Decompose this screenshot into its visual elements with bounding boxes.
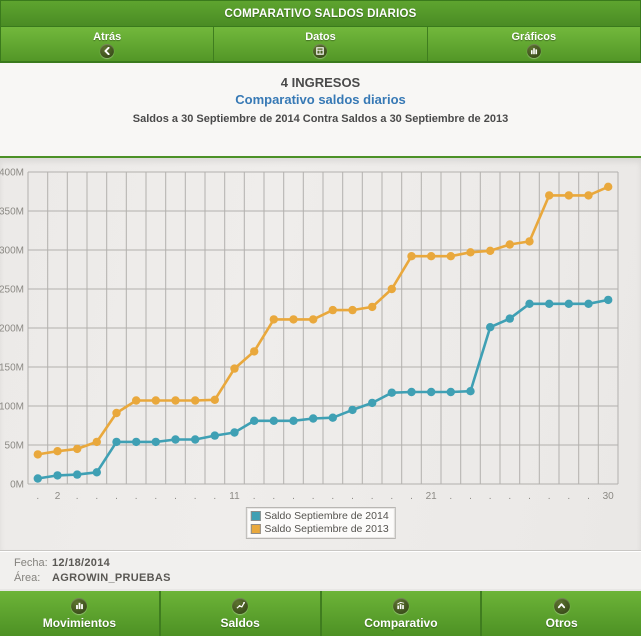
svg-text:.: . [76,491,79,502]
legend-swatch-2013 [250,524,261,534]
nav-item-comparativo[interactable]: Comparativo [319,591,481,636]
bar-chart-icon [71,597,88,614]
svg-text:.: . [469,491,472,502]
toolbar: Atrás Datos Gráficos [0,27,641,63]
svg-text:.: . [449,491,452,502]
svg-text:50M: 50M [5,441,24,452]
area-row: Área: AGROWIN_PRUEBAS [14,571,641,586]
chart-legend: Saldo Septiembre de 2014 Saldo Septiembr… [245,507,396,539]
svg-text:30: 30 [603,491,615,502]
svg-text:150M: 150M [0,363,24,374]
svg-text:.: . [351,491,354,502]
svg-text:.: . [194,491,197,502]
datos-button-label: Datos [305,30,336,43]
svg-text:400M: 400M [0,168,24,179]
nav-label-comparativo: Comparativo [364,615,438,630]
svg-text:250M: 250M [0,285,24,296]
svg-text:.: . [135,491,138,502]
svg-text:.: . [410,491,413,502]
legend-label-2014: Saldo Septiembre de 2014 [264,510,389,522]
svg-text:.: . [312,491,315,502]
svg-text:11: 11 [229,491,240,502]
comparativo-line-chart: 0M 50M 100M 150M 200M 250M 300M 350M 400M. 2.....… [0,168,619,502]
report-title: 4 INGRESOS [280,75,361,90]
svg-text:.: . [548,491,551,502]
svg-text:2: 2 [55,491,61,502]
svg-text:.: . [508,491,511,502]
titlebar: COMPARATIVO SALDOS DIARIOS [0,0,641,27]
chevron-left-icon [100,43,115,58]
legend-item-2013: Saldo Septiembre de 2013 [250,523,389,535]
svg-text:200M: 200M [0,324,24,335]
line-chart-icon [232,597,249,614]
chart-section: 0M 50M 100M 150M 200M 250M 300M 350M 400M. 2.....… [0,158,641,550]
fecha-row: Fecha: 12/18/2014 [14,556,641,571]
svg-text:.: . [371,491,374,502]
table-icon [313,43,328,58]
fecha-value: 12/18/2014 [52,557,111,569]
svg-text:.: . [331,491,334,502]
report-header: 4 INGRESOS Comparativo saldos diarios Sa… [0,63,641,158]
svg-text:.: . [213,491,216,502]
svg-text:100M: 100M [0,402,24,413]
graficos-button[interactable]: Gráficos [426,27,640,61]
area-value: AGROWIN_PRUEBAS [52,572,171,584]
fecha-label: Fecha: [14,557,48,569]
area-label: Área: [14,572,41,584]
nav-label-saldos: Saldos [220,615,260,630]
svg-text:.: . [36,491,39,502]
combo-chart-icon [392,597,409,614]
report-subtitle: Comparativo saldos diarios [235,92,406,107]
legend-item-2014: Saldo Septiembre de 2014 [250,510,389,522]
legend-label-2013: Saldo Septiembre de 2013 [264,523,389,535]
svg-text:.: . [587,491,590,502]
atras-button-label: Atrás [93,30,122,43]
svg-text:.: . [253,491,256,502]
svg-text:300M: 300M [0,246,24,257]
svg-text:.: . [390,491,393,502]
svg-text:.: . [292,491,295,502]
svg-text:21: 21 [426,491,438,502]
nav-label-movimientos: Movimientos [42,615,117,630]
svg-text:.: . [567,491,570,502]
svg-text:.: . [489,491,492,502]
page-title: COMPARATIVO SALDOS DIARIOS [224,7,417,20]
svg-text:.: . [115,491,118,502]
svg-text:.: . [154,491,157,502]
page-footer: Fecha: 12/18/2014 Área: AGROWIN_PRUEBAS [0,550,641,589]
legend-swatch-2014 [250,511,261,521]
svg-text:.: . [272,491,275,502]
nav-item-otros[interactable]: Otros [480,591,641,636]
datos-button[interactable]: Datos [213,27,426,61]
nav-item-saldos[interactable]: Saldos [158,591,320,636]
svg-text:0M: 0M [10,480,24,491]
chevron-up-icon [553,597,570,614]
nav-item-movimientos[interactable]: Movimientos [0,591,159,636]
graficos-button-label: Gráficos [511,30,557,43]
svg-text:.: . [95,491,98,502]
nav-label-otros: Otros [545,615,578,630]
svg-text:.: . [528,491,531,502]
svg-text:.: . [174,491,177,502]
bottom-nav: Movimientos Saldos Comparativo Otros [0,589,641,636]
svg-text:350M: 350M [0,207,24,218]
report-description: Saldos a 30 Septiembre de 2014 Contra Sa… [132,113,509,125]
bar-chart-icon [526,43,541,58]
atras-button[interactable]: Atrás [1,27,213,61]
